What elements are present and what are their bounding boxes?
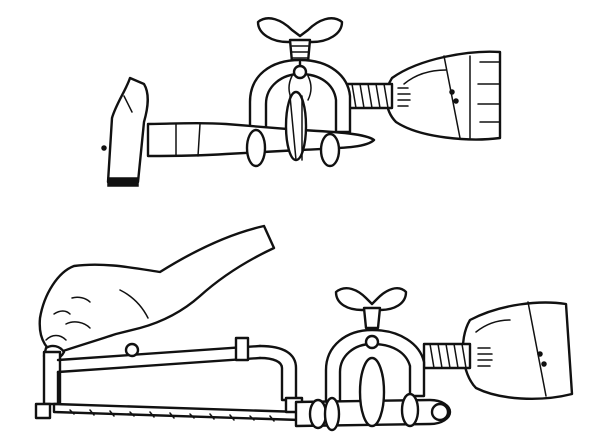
hacksaw [34,336,304,422]
workpiece-handle [294,356,452,432]
holding-hand-bottom [461,301,574,400]
bottom-panel [34,224,574,432]
clamp-rings-top [245,90,341,168]
wing-nut-bottom [334,287,408,330]
holding-hand-top [385,50,502,141]
wing-nut-top [256,17,344,64]
hammer-head [101,76,149,187]
top-panel [101,17,502,187]
